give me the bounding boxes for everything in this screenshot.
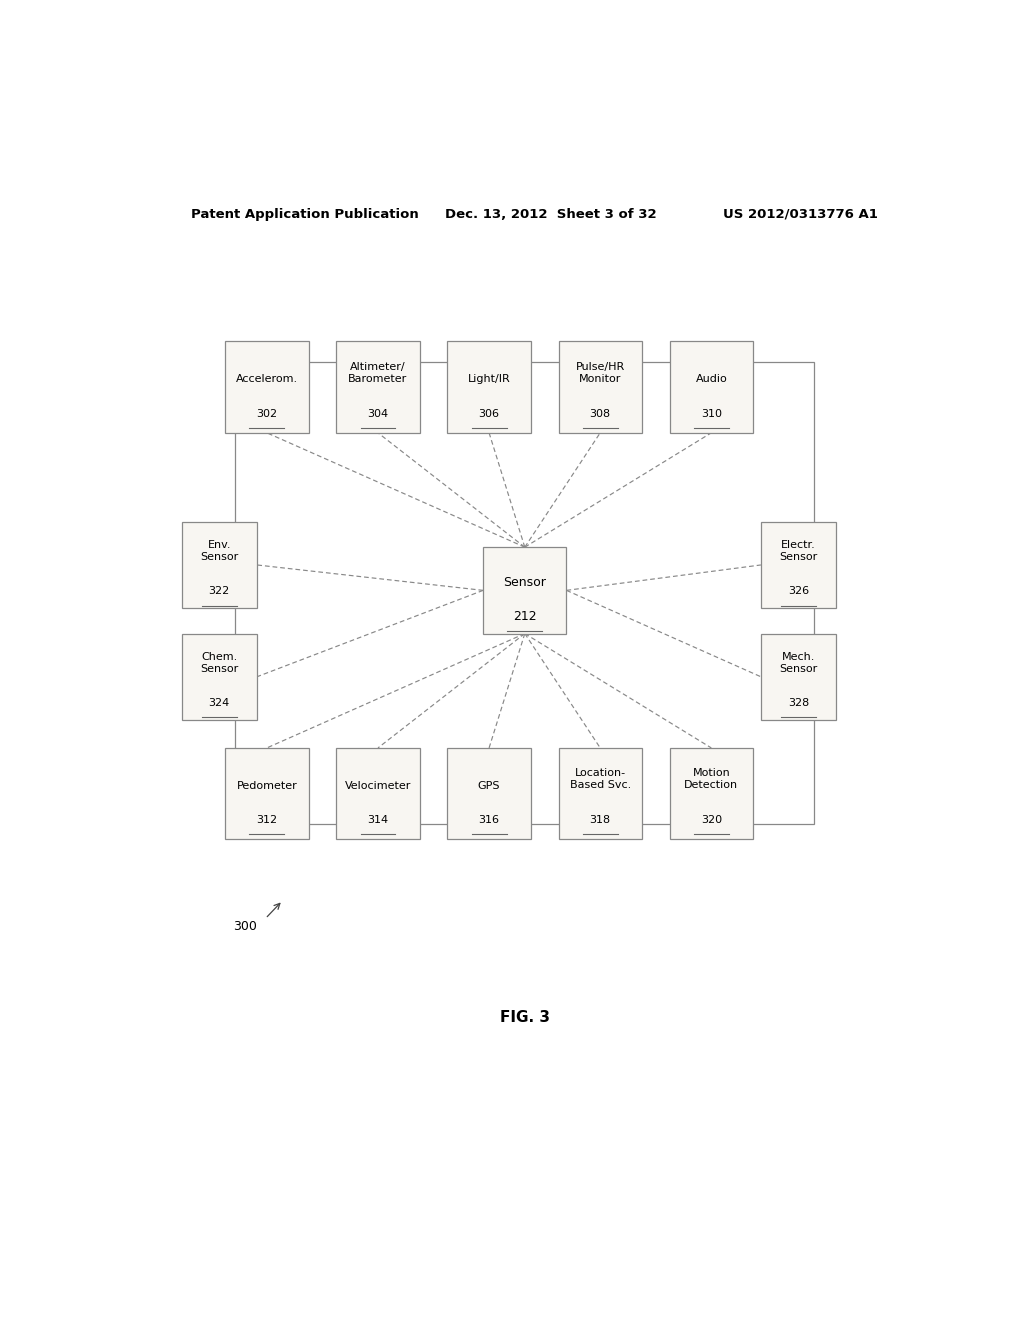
Text: Light/IR: Light/IR (468, 374, 510, 384)
Text: 306: 306 (478, 408, 500, 418)
FancyBboxPatch shape (761, 634, 837, 719)
Text: 304: 304 (368, 408, 388, 418)
Text: 308: 308 (590, 408, 610, 418)
Text: 320: 320 (700, 814, 722, 825)
Text: 212: 212 (513, 610, 537, 623)
Text: 312: 312 (256, 814, 278, 825)
Text: Env.
Sensor: Env. Sensor (200, 540, 239, 562)
Text: Dec. 13, 2012  Sheet 3 of 32: Dec. 13, 2012 Sheet 3 of 32 (445, 207, 657, 220)
Text: 302: 302 (256, 408, 278, 418)
Text: Accelerom.: Accelerom. (236, 374, 298, 384)
FancyBboxPatch shape (670, 342, 753, 433)
Text: Patent Application Publication: Patent Application Publication (191, 207, 419, 220)
Text: 314: 314 (368, 814, 388, 825)
FancyBboxPatch shape (181, 521, 257, 609)
Text: 318: 318 (590, 814, 610, 825)
Text: 324: 324 (209, 698, 230, 709)
FancyBboxPatch shape (558, 342, 642, 433)
FancyBboxPatch shape (447, 342, 530, 433)
Text: Motion
Detection: Motion Detection (684, 768, 738, 791)
FancyBboxPatch shape (181, 634, 257, 719)
Text: Velocimeter: Velocimeter (345, 780, 412, 791)
Text: Pedometer: Pedometer (237, 780, 297, 791)
FancyBboxPatch shape (483, 548, 566, 634)
Text: Chem.
Sensor: Chem. Sensor (200, 652, 239, 673)
Text: FIG. 3: FIG. 3 (500, 1010, 550, 1024)
Text: 310: 310 (700, 408, 722, 418)
FancyBboxPatch shape (225, 342, 308, 433)
Text: GPS: GPS (478, 780, 501, 791)
FancyBboxPatch shape (761, 521, 837, 609)
Text: 328: 328 (787, 698, 809, 709)
FancyBboxPatch shape (336, 342, 420, 433)
Text: Location-
Based Svc.: Location- Based Svc. (569, 768, 631, 791)
FancyBboxPatch shape (447, 748, 530, 840)
Text: 326: 326 (788, 586, 809, 597)
Text: 300: 300 (233, 920, 257, 933)
Text: 322: 322 (209, 586, 230, 597)
Text: Altimeter/
Barometer: Altimeter/ Barometer (348, 362, 408, 384)
Text: 316: 316 (478, 814, 500, 825)
Text: Electr.
Sensor: Electr. Sensor (779, 540, 818, 562)
Text: Pulse/HR
Monitor: Pulse/HR Monitor (575, 362, 625, 384)
FancyBboxPatch shape (336, 748, 420, 840)
Text: Mech.
Sensor: Mech. Sensor (779, 652, 818, 673)
Text: Sensor: Sensor (504, 576, 546, 589)
FancyBboxPatch shape (670, 748, 753, 840)
Text: US 2012/0313776 A1: US 2012/0313776 A1 (723, 207, 878, 220)
FancyBboxPatch shape (558, 748, 642, 840)
FancyBboxPatch shape (225, 748, 308, 840)
Text: Audio: Audio (695, 374, 727, 384)
